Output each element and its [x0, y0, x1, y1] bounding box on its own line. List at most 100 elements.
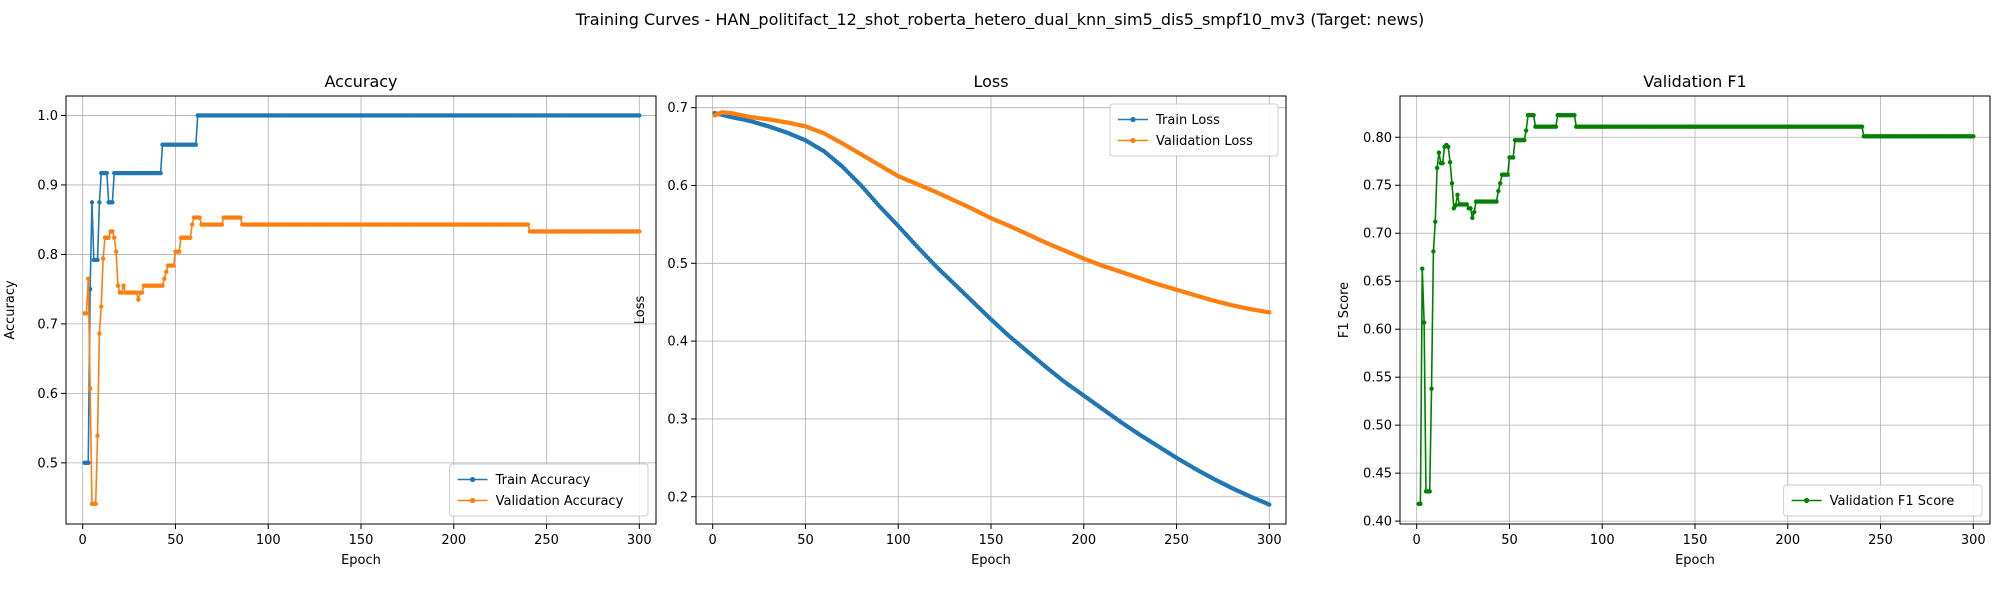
data-point	[160, 283, 165, 288]
x-tick-label: 250	[1868, 533, 1893, 548]
y-tick-label: 0.7	[37, 317, 58, 332]
legend-entry-label: Validation Accuracy	[496, 494, 624, 509]
data-point	[1267, 310, 1272, 315]
data-point	[1470, 215, 1475, 221]
x-tick-label: 200	[441, 533, 466, 548]
legend: Validation F1 Score	[1783, 484, 1983, 517]
data-point	[93, 501, 98, 507]
legend-box	[1783, 484, 1983, 517]
series-validation-f1-score	[1416, 112, 1976, 507]
data-point	[99, 304, 104, 309]
data-point	[1497, 181, 1503, 186]
data-point	[86, 276, 91, 281]
data-point	[1553, 124, 1559, 129]
data-point	[113, 249, 119, 254]
x-axis-label: Epoch	[971, 553, 1011, 568]
x-tick-label: 100	[1590, 533, 1615, 548]
data-point	[110, 229, 115, 234]
data-point	[1494, 199, 1499, 204]
x-tick-label: 50	[797, 533, 814, 548]
y-tick-label: 0.6	[37, 387, 58, 402]
y-tick-label: 0.5	[37, 456, 58, 471]
data-point	[197, 215, 202, 220]
legend-entry-label: Validation F1 Score	[1830, 494, 1955, 509]
data-point	[1434, 165, 1440, 171]
data-point	[1446, 144, 1451, 150]
data-point	[163, 269, 169, 274]
data-point	[1496, 188, 1501, 194]
chart-panel-3: 0 50 100 150 200 250 300 0.40 0.45 0.50 0.55 0.60 0.…	[1337, 72, 1991, 568]
y-tick-label: 0.4	[667, 335, 688, 350]
y-axis-label: F1 Score	[1337, 282, 1352, 338]
data-point	[1505, 172, 1510, 177]
y-tick-label: 0.50	[1363, 419, 1392, 434]
chart-panel-2: 0 50 100 150 200 250 300 0.2 0.3 0.4 0.5 0.6 0.7 Loss…	[633, 72, 1287, 568]
series-line	[84, 114, 640, 464]
data-point	[112, 235, 117, 240]
data-point	[219, 222, 225, 227]
data-point	[87, 386, 93, 391]
legend: Train Accuracy Validation Accuracy	[449, 463, 649, 517]
data-point	[1440, 160, 1445, 166]
legend-entry-label: Train Accuracy	[495, 473, 591, 488]
data-point	[1420, 266, 1425, 271]
data-point	[1971, 134, 1976, 139]
y-tick-label: 0.9	[37, 178, 58, 193]
x-tick-label: 200	[1775, 533, 1800, 548]
data-point	[1449, 181, 1455, 186]
data-point	[637, 229, 642, 234]
data-point	[1418, 501, 1423, 507]
legend-box	[1109, 103, 1279, 157]
data-point	[189, 222, 195, 227]
data-point	[1531, 112, 1536, 118]
y-tick-label: 0.60	[1363, 323, 1392, 338]
x-tick-label: 0	[1413, 533, 1421, 548]
data-point	[104, 170, 110, 176]
data-point	[1455, 192, 1460, 198]
x-tick-label: 100	[256, 533, 281, 548]
data-point	[84, 311, 89, 316]
data-point	[106, 235, 111, 240]
series-line	[714, 112, 1270, 506]
x-tick-label: 250	[1164, 533, 1189, 548]
data-point	[89, 200, 95, 205]
data-point	[1433, 219, 1438, 224]
x-tick-label: 300	[1257, 533, 1282, 548]
series-validation-accuracy	[82, 215, 642, 507]
legend-swatch-marker	[1804, 497, 1810, 504]
x-tick-label: 0	[79, 533, 87, 548]
data-point	[86, 460, 91, 466]
data-point	[1427, 489, 1432, 494]
x-tick-label: 200	[1071, 533, 1096, 548]
data-point	[525, 222, 531, 227]
data-point	[1472, 209, 1477, 215]
data-point	[119, 290, 124, 295]
chart-title: Loss	[973, 72, 1008, 91]
data-point	[134, 290, 139, 295]
data-point	[97, 331, 102, 336]
y-tick-label: 0.40	[1363, 515, 1392, 530]
x-tick-label: 250	[534, 533, 559, 548]
data-point	[95, 433, 100, 438]
data-point	[1453, 203, 1458, 208]
data-point	[171, 263, 176, 268]
data-point	[1436, 150, 1442, 155]
x-tick-label: 0	[709, 533, 717, 548]
y-tick-label: 0.55	[1363, 371, 1392, 386]
data-point	[637, 113, 642, 118]
y-tick-label: 0.45	[1363, 467, 1392, 482]
data-point	[136, 297, 141, 302]
data-point	[176, 249, 182, 254]
legend-swatch-marker	[470, 476, 476, 483]
data-point	[1421, 320, 1427, 325]
data-point	[97, 200, 102, 205]
chart-title: Validation F1	[1643, 72, 1746, 91]
y-tick-label: 0.65	[1363, 275, 1392, 290]
y-tick-label: 0.75	[1363, 179, 1392, 194]
x-tick-label: 50	[1501, 533, 1518, 548]
legend-swatch-marker	[1130, 137, 1136, 144]
data-point	[121, 283, 126, 288]
x-tick-label: 150	[1683, 533, 1708, 548]
series-line	[84, 216, 640, 505]
